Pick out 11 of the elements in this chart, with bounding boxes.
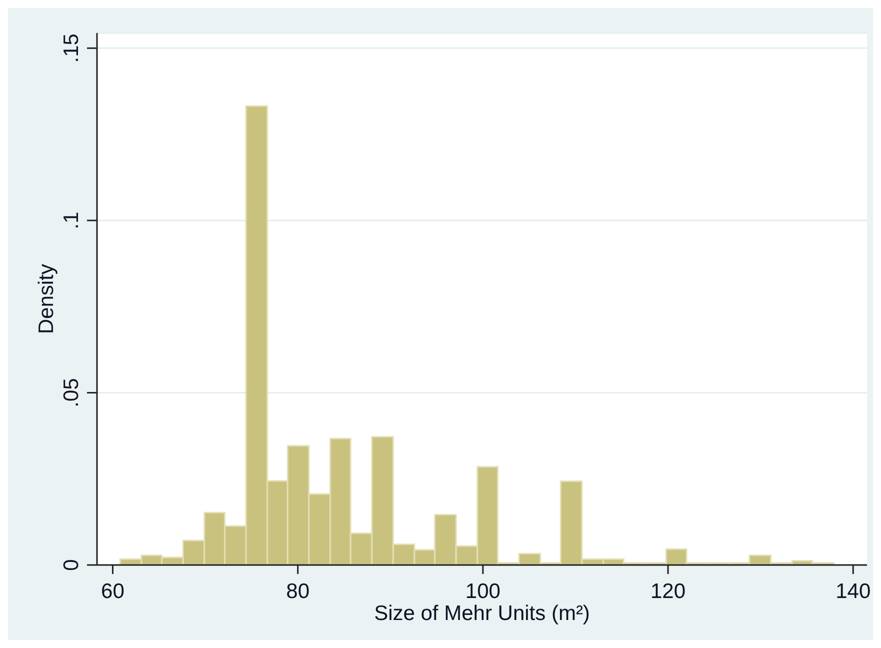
y-tick-label: .15	[60, 34, 83, 63]
x-tick-label: 140	[836, 580, 871, 603]
x-tick-label: 120	[650, 580, 686, 603]
y-axis-title: Density	[35, 263, 58, 334]
y-tick-label: 0	[60, 559, 83, 571]
x-axis-title: Size of Mehr Units (m²)	[374, 602, 590, 625]
x-tick-label: 80	[286, 580, 310, 603]
x-tick-label: 60	[101, 580, 124, 603]
x-tick-label: 100	[465, 580, 500, 603]
y-tick-label: .05	[60, 378, 83, 408]
y-tick-label: .1	[60, 212, 83, 230]
